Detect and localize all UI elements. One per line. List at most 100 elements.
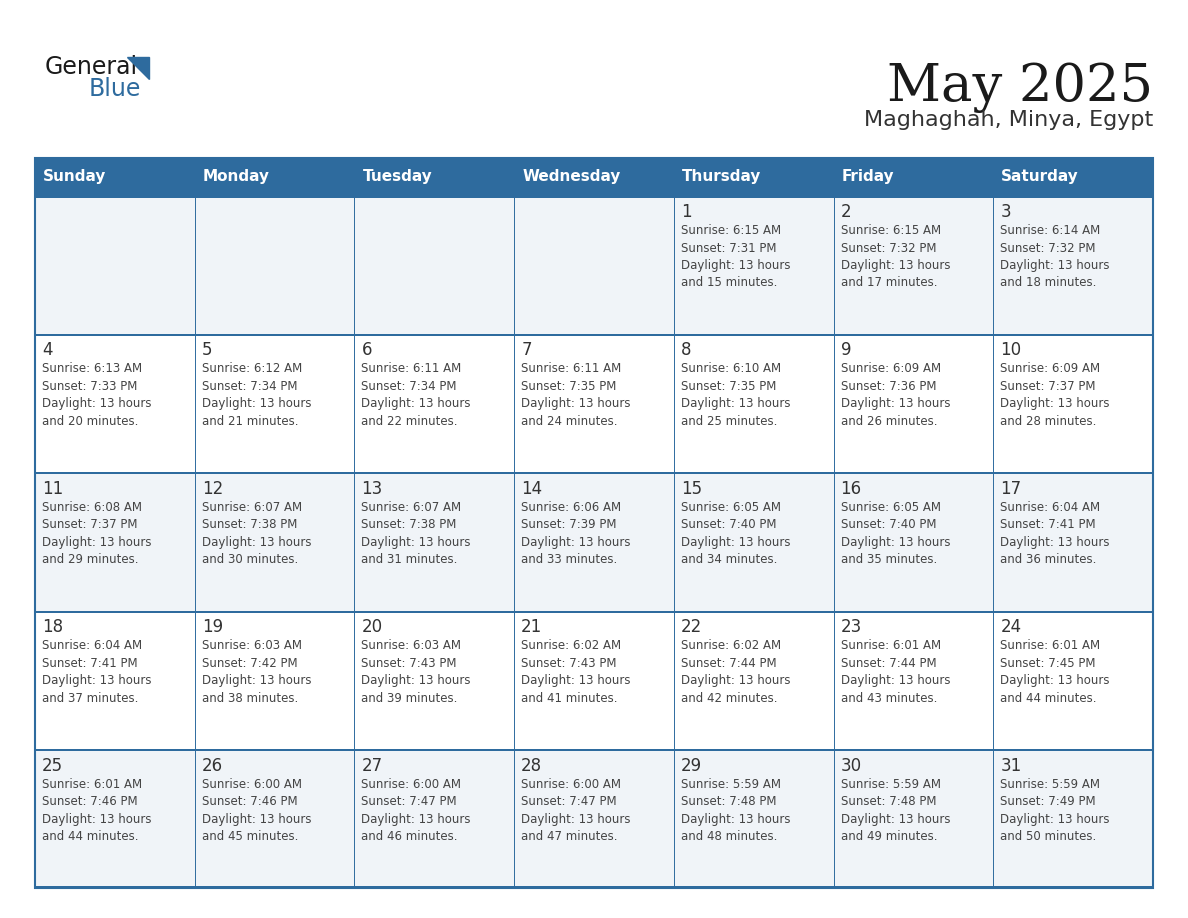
Text: Daylight: 13 hours: Daylight: 13 hours [42, 812, 152, 825]
Text: 12: 12 [202, 480, 223, 498]
Bar [34, 610, 1154, 612]
Bar [34, 472, 1154, 475]
Text: 19: 19 [202, 618, 223, 636]
Text: Sunrise: 6:05 AM: Sunrise: 6:05 AM [841, 501, 941, 514]
Text: Sunset: 7:47 PM: Sunset: 7:47 PM [522, 795, 617, 808]
Text: and 28 minutes.: and 28 minutes. [1000, 415, 1097, 428]
Text: and 45 minutes.: and 45 minutes. [202, 830, 298, 843]
Text: and 49 minutes.: and 49 minutes. [841, 830, 937, 843]
Text: Sunrise: 6:03 AM: Sunrise: 6:03 AM [361, 639, 461, 652]
Text: 20: 20 [361, 618, 383, 636]
Text: Daylight: 13 hours: Daylight: 13 hours [841, 397, 950, 410]
Text: Daylight: 13 hours: Daylight: 13 hours [202, 397, 311, 410]
Text: Sunset: 7:32 PM: Sunset: 7:32 PM [1000, 241, 1095, 254]
Bar [34, 611, 1154, 750]
Bar [34, 196, 1154, 334]
Text: Daylight: 13 hours: Daylight: 13 hours [42, 674, 152, 688]
Text: Sunset: 7:37 PM: Sunset: 7:37 PM [1000, 380, 1095, 393]
Text: Sunrise: 6:11 AM: Sunrise: 6:11 AM [522, 363, 621, 375]
Text: Sunset: 7:37 PM: Sunset: 7:37 PM [42, 519, 138, 532]
Text: Daylight: 13 hours: Daylight: 13 hours [202, 674, 311, 688]
Text: and 47 minutes.: and 47 minutes. [522, 830, 618, 843]
Text: Tuesday: Tuesday [362, 170, 432, 185]
Text: Sunrise: 6:12 AM: Sunrise: 6:12 AM [202, 363, 302, 375]
Text: Sunset: 7:44 PM: Sunset: 7:44 PM [841, 656, 936, 670]
Text: Sunset: 7:35 PM: Sunset: 7:35 PM [522, 380, 617, 393]
Text: Sunrise: 5:59 AM: Sunrise: 5:59 AM [681, 778, 781, 790]
Text: and 41 minutes.: and 41 minutes. [522, 691, 618, 705]
Text: and 30 minutes.: and 30 minutes. [202, 554, 298, 566]
Text: Sunset: 7:38 PM: Sunset: 7:38 PM [361, 519, 457, 532]
Text: Sunrise: 6:00 AM: Sunrise: 6:00 AM [202, 778, 302, 790]
Polygon shape [127, 57, 148, 79]
Text: 2: 2 [841, 203, 851, 221]
Text: Daylight: 13 hours: Daylight: 13 hours [1000, 674, 1110, 688]
Text: 11: 11 [42, 480, 63, 498]
Text: and 44 minutes.: and 44 minutes. [1000, 691, 1097, 705]
Text: and 26 minutes.: and 26 minutes. [841, 415, 937, 428]
Text: Sunset: 7:32 PM: Sunset: 7:32 PM [841, 241, 936, 254]
Text: Daylight: 13 hours: Daylight: 13 hours [681, 536, 790, 549]
Text: 5: 5 [202, 341, 213, 360]
Text: Sunrise: 6:11 AM: Sunrise: 6:11 AM [361, 363, 462, 375]
Text: Sunrise: 6:09 AM: Sunrise: 6:09 AM [841, 363, 941, 375]
Text: 18: 18 [42, 618, 63, 636]
Text: Sunset: 7:43 PM: Sunset: 7:43 PM [522, 656, 617, 670]
Text: Sunset: 7:49 PM: Sunset: 7:49 PM [1000, 795, 1095, 808]
Bar [34, 750, 1154, 888]
Text: Sunday: Sunday [43, 170, 107, 185]
Text: Sunrise: 6:15 AM: Sunrise: 6:15 AM [681, 224, 781, 237]
Text: 4: 4 [42, 341, 52, 360]
Text: Sunrise: 6:13 AM: Sunrise: 6:13 AM [42, 363, 143, 375]
Text: Daylight: 13 hours: Daylight: 13 hours [681, 812, 790, 825]
Text: Sunset: 7:40 PM: Sunset: 7:40 PM [841, 519, 936, 532]
Text: Sunset: 7:45 PM: Sunset: 7:45 PM [1000, 656, 1095, 670]
Text: Friday: Friday [841, 170, 895, 185]
Text: Sunset: 7:39 PM: Sunset: 7:39 PM [522, 519, 617, 532]
Text: and 15 minutes.: and 15 minutes. [681, 276, 777, 289]
Text: Sunrise: 6:02 AM: Sunrise: 6:02 AM [522, 639, 621, 652]
Text: 29: 29 [681, 756, 702, 775]
Text: Sunset: 7:40 PM: Sunset: 7:40 PM [681, 519, 776, 532]
Text: 8: 8 [681, 341, 691, 360]
Text: 21: 21 [522, 618, 543, 636]
Text: and 38 minutes.: and 38 minutes. [202, 691, 298, 705]
Text: Sunset: 7:35 PM: Sunset: 7:35 PM [681, 380, 776, 393]
Bar [34, 158, 1154, 888]
Text: and 33 minutes.: and 33 minutes. [522, 554, 618, 566]
Bar [34, 749, 1154, 751]
Bar [34, 886, 1154, 888]
Text: Daylight: 13 hours: Daylight: 13 hours [42, 536, 152, 549]
Text: Daylight: 13 hours: Daylight: 13 hours [681, 259, 790, 272]
Text: Sunset: 7:48 PM: Sunset: 7:48 PM [681, 795, 776, 808]
Bar [34, 473, 1154, 611]
Bar [34, 334, 1154, 473]
Text: Sunrise: 6:00 AM: Sunrise: 6:00 AM [361, 778, 461, 790]
Text: Sunset: 7:41 PM: Sunset: 7:41 PM [42, 656, 138, 670]
Text: 15: 15 [681, 480, 702, 498]
Text: Sunrise: 6:10 AM: Sunrise: 6:10 AM [681, 363, 781, 375]
Text: Daylight: 13 hours: Daylight: 13 hours [1000, 397, 1110, 410]
Text: Daylight: 13 hours: Daylight: 13 hours [42, 397, 152, 410]
Text: Sunrise: 6:15 AM: Sunrise: 6:15 AM [841, 224, 941, 237]
Text: Daylight: 13 hours: Daylight: 13 hours [841, 812, 950, 825]
Text: Sunset: 7:36 PM: Sunset: 7:36 PM [841, 380, 936, 393]
Text: Sunrise: 6:07 AM: Sunrise: 6:07 AM [361, 501, 462, 514]
Bar [34, 158, 1154, 196]
Text: Saturday: Saturday [1001, 170, 1079, 185]
Text: Sunrise: 6:01 AM: Sunrise: 6:01 AM [42, 778, 143, 790]
Text: and 34 minutes.: and 34 minutes. [681, 554, 777, 566]
Text: 28: 28 [522, 756, 542, 775]
Text: and 35 minutes.: and 35 minutes. [841, 554, 937, 566]
Bar [34, 196, 1154, 197]
Text: Sunset: 7:34 PM: Sunset: 7:34 PM [202, 380, 297, 393]
Text: Sunrise: 6:04 AM: Sunrise: 6:04 AM [1000, 501, 1100, 514]
Text: May 2025: May 2025 [887, 62, 1154, 113]
Text: 25: 25 [42, 756, 63, 775]
Text: Daylight: 13 hours: Daylight: 13 hours [202, 536, 311, 549]
Text: Sunrise: 6:07 AM: Sunrise: 6:07 AM [202, 501, 302, 514]
Text: Sunrise: 6:01 AM: Sunrise: 6:01 AM [1000, 639, 1100, 652]
Text: Wednesday: Wednesday [523, 170, 620, 185]
Text: Sunset: 7:46 PM: Sunset: 7:46 PM [202, 795, 297, 808]
Text: and 29 minutes.: and 29 minutes. [42, 554, 139, 566]
